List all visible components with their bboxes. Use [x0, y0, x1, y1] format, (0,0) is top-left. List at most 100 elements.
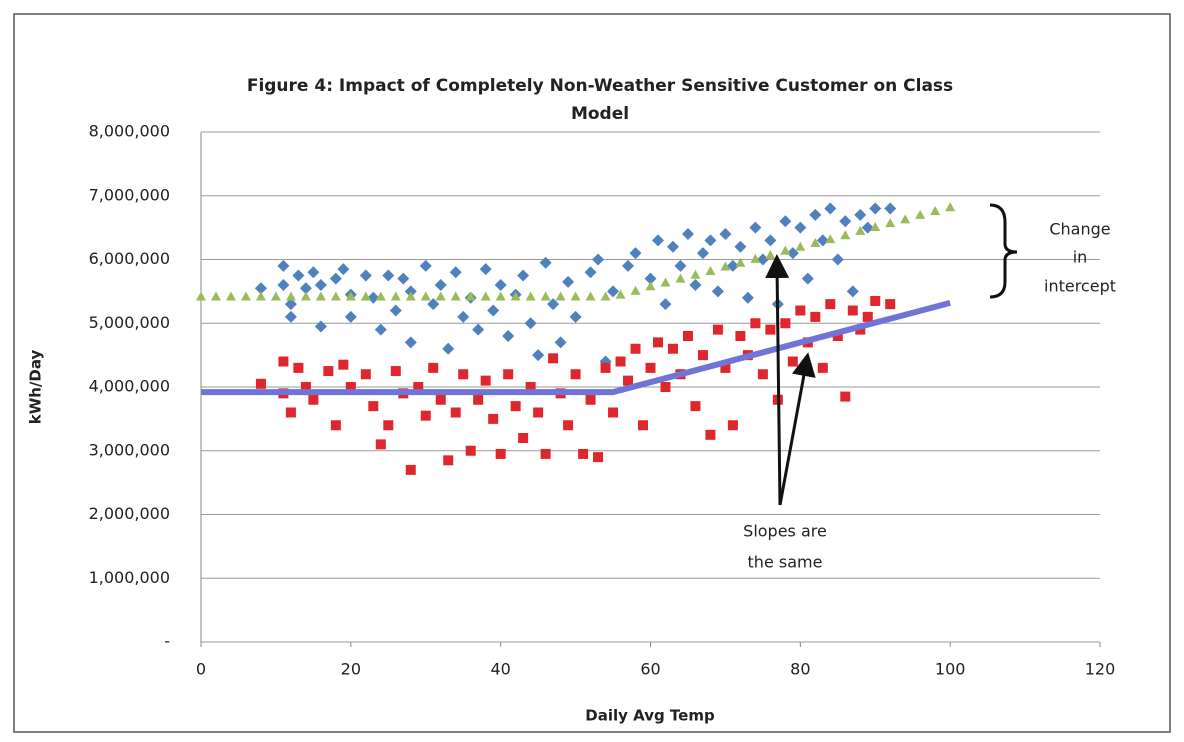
- point: [696, 247, 709, 260]
- point: [832, 331, 843, 341]
- point: [705, 265, 716, 275]
- point: [787, 356, 798, 367]
- point: [338, 359, 349, 370]
- point: [510, 291, 521, 301]
- point: [419, 259, 432, 272]
- point: [540, 448, 551, 459]
- point: [712, 324, 723, 335]
- y-tick-label: 5,000,000: [89, 313, 170, 332]
- point: [779, 215, 792, 228]
- point: [389, 304, 402, 317]
- point: [660, 277, 671, 287]
- point: [397, 272, 410, 285]
- point: [667, 343, 678, 354]
- point: [623, 375, 634, 386]
- x-tick-label: 40: [490, 660, 510, 679]
- point: [525, 382, 536, 392]
- point: [780, 245, 791, 255]
- point: [810, 237, 821, 247]
- y-tick-label: 4,000,000: [89, 377, 170, 396]
- point: [360, 291, 371, 301]
- point: [638, 420, 649, 431]
- point: [314, 320, 327, 333]
- point: [210, 291, 221, 301]
- point: [503, 369, 514, 380]
- point: [383, 420, 394, 431]
- point: [704, 234, 717, 247]
- point: [705, 429, 716, 440]
- point: [375, 291, 386, 301]
- point: [405, 464, 416, 475]
- point: [600, 291, 611, 301]
- point: [570, 369, 581, 380]
- arrow: [778, 352, 816, 506]
- point: [681, 228, 694, 240]
- point: [630, 343, 641, 354]
- point: [720, 261, 731, 271]
- chart-title: Figure 4: Impact of Completely Non-Weath…: [247, 76, 953, 96]
- point: [750, 253, 761, 263]
- point: [405, 291, 416, 301]
- point: [329, 272, 342, 285]
- point: [480, 375, 491, 386]
- point: [622, 259, 635, 272]
- point: [495, 291, 506, 301]
- point: [494, 279, 507, 291]
- point: [562, 275, 575, 288]
- y-tick-label: 2,000,000: [89, 504, 170, 523]
- point: [270, 291, 281, 301]
- arrow: [765, 254, 790, 506]
- point: [757, 369, 768, 380]
- point: [314, 279, 327, 291]
- point: [299, 282, 312, 295]
- point: [254, 282, 267, 295]
- y-tick-label: 3,000,000: [89, 440, 170, 459]
- point: [427, 298, 440, 311]
- point: [794, 221, 807, 234]
- point: [666, 240, 679, 253]
- point: [764, 234, 777, 247]
- point: [345, 291, 356, 301]
- point: [735, 331, 746, 341]
- point: [443, 455, 454, 466]
- point: [741, 291, 754, 304]
- point: [390, 291, 401, 301]
- point: [585, 394, 596, 405]
- point: [465, 445, 476, 456]
- point: [413, 382, 424, 392]
- point: [585, 291, 596, 301]
- point: [330, 420, 341, 431]
- point: [367, 291, 380, 304]
- brace: [989, 203, 1018, 299]
- point: [555, 291, 566, 301]
- point: [945, 202, 956, 212]
- point: [869, 202, 882, 215]
- point: [284, 298, 297, 311]
- point: [285, 407, 296, 418]
- point: [442, 342, 455, 355]
- point: [885, 218, 896, 228]
- point: [570, 291, 581, 301]
- annotation: Change: [1049, 220, 1110, 239]
- point: [765, 324, 776, 335]
- point: [825, 299, 836, 310]
- point: [719, 228, 732, 240]
- point: [420, 291, 431, 301]
- point: [547, 298, 560, 311]
- point: [824, 202, 837, 215]
- point: [337, 263, 350, 276]
- point: [404, 336, 417, 349]
- point: [915, 209, 926, 219]
- point: [651, 234, 664, 247]
- x-tick-label: 20: [341, 660, 361, 679]
- point: [278, 356, 289, 367]
- x-tick-label: 60: [640, 660, 660, 679]
- point: [930, 206, 941, 216]
- point: [884, 202, 897, 215]
- point: [697, 350, 708, 361]
- point: [854, 208, 867, 221]
- point: [502, 330, 515, 342]
- point: [323, 366, 334, 377]
- point: [750, 318, 761, 329]
